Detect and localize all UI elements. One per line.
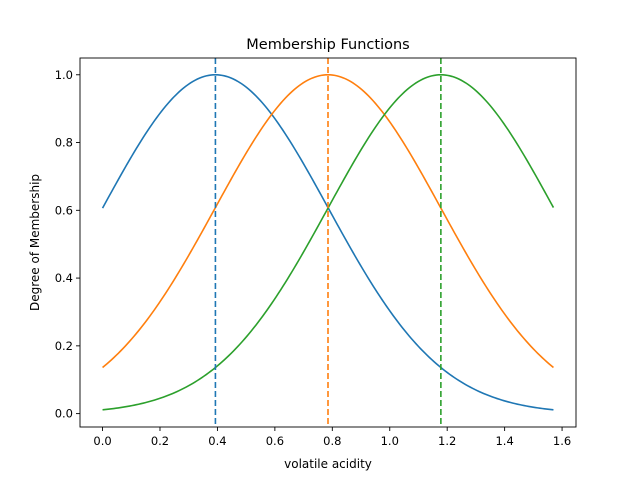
x-tick-label: 1.4 <box>495 434 513 448</box>
x-tick-label: 1.0 <box>381 434 399 448</box>
y-tick-label: 0.0 <box>55 407 73 421</box>
x-axis-label: volatile acidity <box>284 457 372 471</box>
y-tick-label: 0.8 <box>55 136 73 150</box>
x-tick-label: 0.6 <box>266 434 284 448</box>
y-tick-label: 0.2 <box>55 339 73 353</box>
x-tick-label: 0.0 <box>93 434 111 448</box>
x-tick-label: 0.4 <box>208 434 226 448</box>
y-tick-label: 0.6 <box>55 203 73 217</box>
series-line-3 <box>102 73 555 411</box>
y-axis-label: Degree of Membership <box>28 174 42 311</box>
x-tick-label: 0.8 <box>323 434 341 448</box>
x-tick-label: 0.2 <box>151 434 169 448</box>
x-tick-label: 1.6 <box>553 434 571 448</box>
x-tick-label: 1.2 <box>438 434 456 448</box>
x-axis-ticks: 0.0 0.2 0.4 0.6 0.8 1.0 1.2 1.4 1.6 <box>93 427 571 448</box>
series-line-2 <box>102 73 554 369</box>
axes-frame <box>79 57 577 428</box>
y-tick-label: 1.0 <box>55 68 73 82</box>
plot-area <box>101 58 555 427</box>
y-axis-ticks: 0.0 0.2 0.4 0.6 0.8 1.0 <box>55 68 80 421</box>
y-tick-label: 0.4 <box>55 271 73 285</box>
chart-title: Membership Functions <box>246 37 409 53</box>
